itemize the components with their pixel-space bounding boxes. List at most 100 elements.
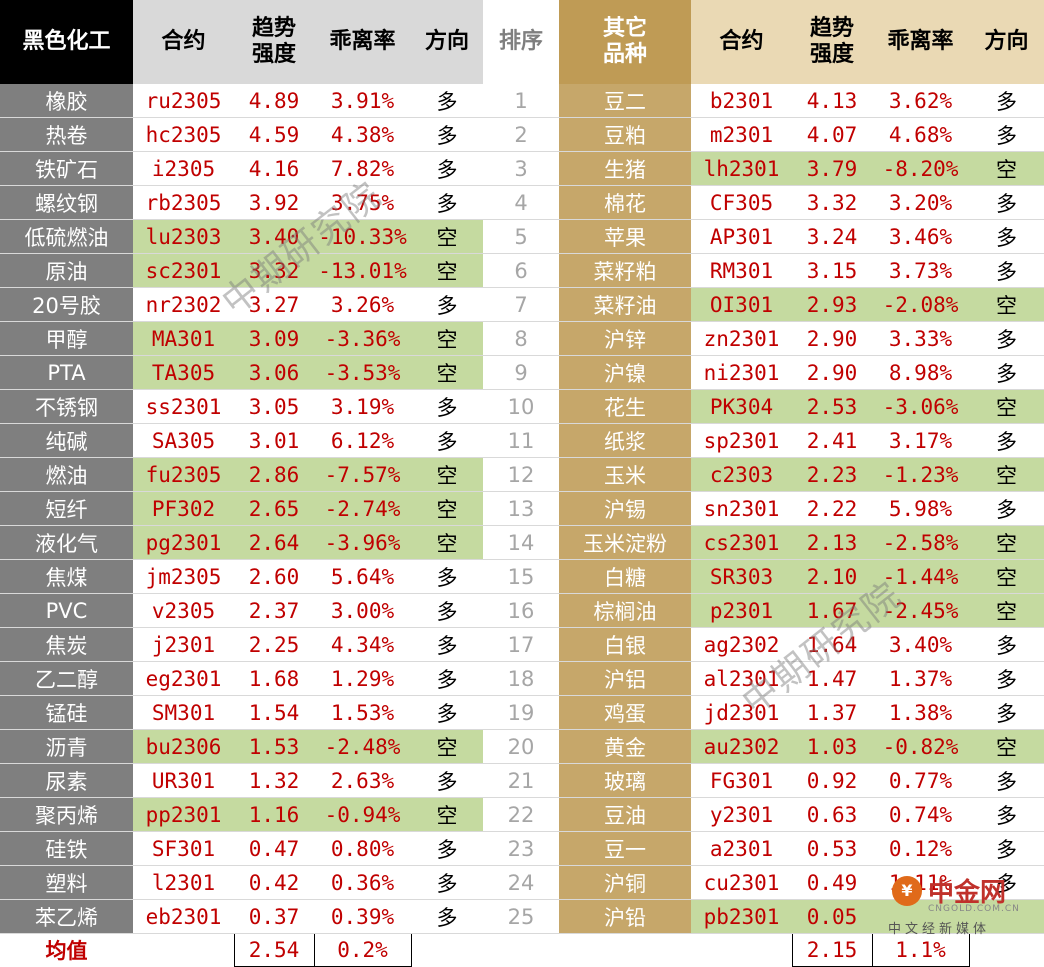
left-direction: 多 bbox=[411, 84, 483, 118]
left-direction: 多 bbox=[411, 151, 483, 186]
left-trend: 1.16 bbox=[234, 797, 314, 832]
spacer bbox=[554, 117, 559, 152]
spacer bbox=[554, 661, 559, 696]
left-contract: i2305 bbox=[133, 151, 234, 186]
left-deviation: 0.39% bbox=[314, 899, 411, 934]
right-contract: y2301 bbox=[691, 797, 792, 832]
table-row: 硅铁 SF301 0.47 0.80% 多 23 豆一 a2301 0.53 0.12% 多 bbox=[0, 831, 1044, 866]
left-commodity-name: 螺纹钢 bbox=[0, 185, 133, 220]
right-commodity-name: 豆一 bbox=[559, 831, 691, 866]
left-trend: 0.47 bbox=[234, 831, 314, 866]
left-contract: nr2302 bbox=[133, 287, 234, 322]
left-deviation: 4.34% bbox=[314, 627, 411, 662]
left-commodity-name: 焦炭 bbox=[0, 627, 133, 662]
right-direction: 空 bbox=[969, 457, 1044, 492]
right-deviation: 3.73% bbox=[872, 253, 969, 288]
table-row: 液化气 pg2301 2.64 -3.96% 空 14 玉米淀粉 cs2301 2.13 -2.5… bbox=[0, 525, 1044, 560]
left-direction: 多 bbox=[411, 389, 483, 424]
right-commodity-name: 菜籽油 bbox=[559, 287, 691, 322]
left-deviation: 5.64% bbox=[314, 559, 411, 594]
right-trend: 0.49 bbox=[792, 865, 872, 900]
spacer bbox=[483, 763, 488, 798]
right-contract: ni2301 bbox=[691, 355, 792, 390]
left-direction: 多 bbox=[411, 661, 483, 696]
left-trend: 3.27 bbox=[234, 287, 314, 322]
right-trend: 2.10 bbox=[792, 559, 872, 594]
spacer bbox=[554, 491, 559, 526]
left-commodity-name: 铁矿石 bbox=[0, 151, 133, 186]
left-trend: 1.53 bbox=[234, 729, 314, 764]
left-trend: 1.68 bbox=[234, 661, 314, 696]
right-contract: sn2301 bbox=[691, 491, 792, 526]
right-deviation: 5.98% bbox=[872, 491, 969, 526]
trend-header: 趋势 强度 bbox=[234, 0, 314, 84]
spacer bbox=[554, 525, 559, 560]
right-trend: 0.05 bbox=[792, 899, 872, 934]
contract-header-right: 合约 bbox=[691, 0, 792, 84]
left-commodity-name: 原油 bbox=[0, 253, 133, 288]
right-deviation: 8.98% bbox=[872, 355, 969, 390]
spacer bbox=[554, 899, 559, 934]
right-direction: 多 bbox=[969, 219, 1044, 254]
table-row: 锰硅 SM301 1.54 1.53% 多 19 鸡蛋 jd2301 1.37 1.38% 多 bbox=[0, 695, 1044, 730]
spacer bbox=[554, 695, 559, 730]
rank-number: 6 bbox=[488, 253, 554, 288]
right-commodity-name: 菜籽粕 bbox=[559, 253, 691, 288]
right-trend-average: 2.15 bbox=[791, 933, 873, 967]
table-row: 不锈钢 ss2301 3.05 3.19% 多 10 花生 PK304 2.53 -3.06% 空 bbox=[0, 389, 1044, 424]
left-trend: 4.89 bbox=[234, 84, 314, 118]
right-direction: 多 bbox=[969, 185, 1044, 220]
spacer bbox=[554, 253, 559, 288]
left-trend: 4.16 bbox=[234, 151, 314, 186]
rank-number: 7 bbox=[488, 287, 554, 322]
left-contract: ss2301 bbox=[133, 389, 234, 424]
right-contract: au2302 bbox=[691, 729, 792, 764]
left-deviation: -10.33% bbox=[314, 219, 411, 254]
right-commodity-name: 棕榈油 bbox=[559, 593, 691, 628]
right-contract: pb2301 bbox=[691, 899, 792, 934]
spacer bbox=[554, 627, 559, 662]
right-direction: 空 bbox=[969, 559, 1044, 594]
left-direction: 空 bbox=[411, 219, 483, 254]
left-trend: 2.60 bbox=[234, 559, 314, 594]
right-direction: 空 bbox=[969, 287, 1044, 322]
table-row: 纯碱 SA305 3.01 6.12% 多 11 纸浆 sp2301 2.41 3.17% 多 bbox=[0, 423, 1044, 458]
spacer bbox=[554, 865, 559, 900]
right-contract: lh2301 bbox=[691, 151, 792, 186]
right-direction: 空 bbox=[969, 525, 1044, 560]
spacer bbox=[483, 457, 488, 492]
left-direction: 多 bbox=[411, 559, 483, 594]
rank-number: 22 bbox=[488, 797, 554, 832]
spacer bbox=[554, 389, 559, 424]
left-trend: 3.40 bbox=[234, 219, 314, 254]
rank-number: 19 bbox=[488, 695, 554, 730]
spacer bbox=[483, 84, 488, 118]
rank-number: 18 bbox=[488, 661, 554, 696]
rank-number: 11 bbox=[488, 423, 554, 458]
right-commodity-name: 玉米淀粉 bbox=[559, 525, 691, 560]
header-row: 黑色化工 合约 趋势 强度 乖离率 方向 排序 其它 品种 合约 趋势 强度 乖离率 … bbox=[0, 0, 1044, 84]
spacer bbox=[483, 695, 488, 730]
spacer bbox=[483, 525, 488, 560]
left-contract: eg2301 bbox=[133, 661, 234, 696]
spacer bbox=[483, 593, 488, 628]
spacer bbox=[483, 899, 488, 934]
rank-number: 2 bbox=[488, 117, 554, 152]
left-trend: 2.25 bbox=[234, 627, 314, 662]
deviation-header: 乖离率 bbox=[314, 0, 411, 84]
rank-number: 1 bbox=[488, 84, 554, 118]
left-commodity-name: PVC bbox=[0, 593, 133, 628]
table-row: 焦炭 j2301 2.25 4.34% 多 17 白银 ag2302 1.64 3.40% 多 bbox=[0, 627, 1044, 662]
left-direction: 多 bbox=[411, 763, 483, 798]
right-commodity-name: 生猪 bbox=[559, 151, 691, 186]
spacer bbox=[483, 797, 488, 832]
spacer bbox=[554, 185, 559, 220]
spacer bbox=[554, 763, 559, 798]
left-deviation: -0.94% bbox=[314, 797, 411, 832]
right-direction: 多 bbox=[969, 627, 1044, 662]
right-deviation-average: 1.1% bbox=[871, 933, 970, 967]
left-deviation: 1.29% bbox=[314, 661, 411, 696]
spacer bbox=[554, 355, 559, 390]
right-deviation: 3.20% bbox=[872, 185, 969, 220]
left-trend: 0.37 bbox=[234, 899, 314, 934]
